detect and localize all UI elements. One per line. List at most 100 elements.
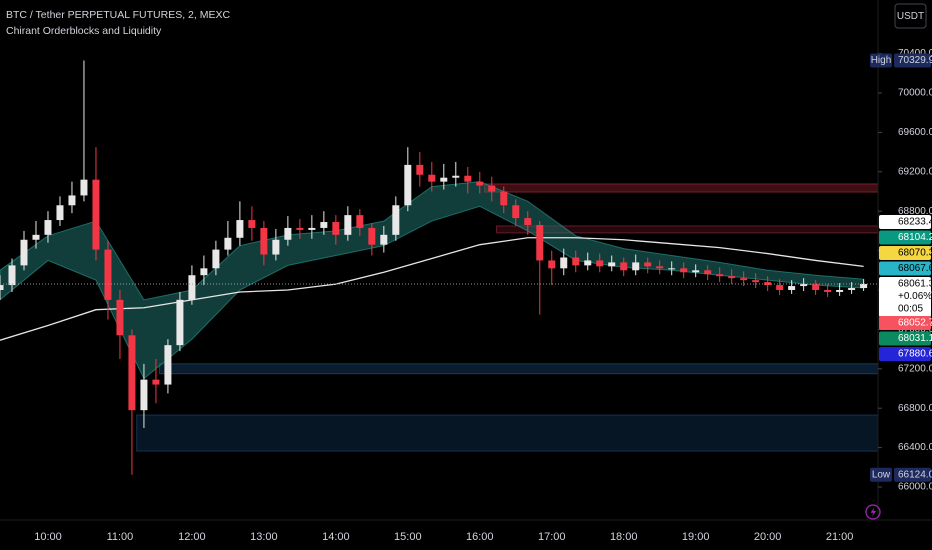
high_label-value: 70329.9: [898, 55, 932, 66]
candle-body: [344, 215, 352, 235]
candle-body: [584, 260, 592, 266]
candle-body: [704, 270, 712, 275]
candle-body: [356, 215, 364, 228]
alert-icon-circle[interactable]: [865, 504, 881, 520]
candle-body: [128, 335, 136, 411]
candle-body: [8, 265, 16, 286]
currency-button[interactable]: USDT: [894, 3, 927, 29]
price-label: 68061.3: [898, 279, 932, 290]
price-label: 68052.7: [898, 318, 932, 329]
candle-body: [248, 220, 256, 228]
candle-body: [668, 268, 676, 270]
order-block-zone: [136, 414, 879, 452]
y-tick-label: 66000.0: [898, 482, 932, 493]
y-tick-label: 66400.0: [898, 442, 932, 453]
x-tick-label: 12:00: [178, 531, 206, 543]
price-change: +0.06%: [898, 291, 932, 302]
price-label-box: [879, 230, 931, 245]
candle-body: [20, 239, 28, 266]
price-label: 68067.6: [898, 263, 932, 274]
candle-body: [164, 345, 172, 385]
alert-icon[interactable]: [865, 504, 881, 520]
order-block-zone: [159, 363, 879, 375]
currency-button-box[interactable]: [894, 3, 927, 29]
candle-body: [560, 257, 568, 269]
candle-body: [512, 205, 520, 219]
candle-body: [776, 285, 784, 290]
candle-body: [152, 379, 160, 385]
low_label-tag-box: [870, 467, 892, 482]
candle-body: [116, 299, 124, 336]
candle-body: [452, 175, 460, 178]
order-block-zone: [484, 183, 879, 193]
candle-body: [824, 289, 832, 292]
candle-body: [632, 262, 640, 271]
price-axis: 66000.066400.066800.067200.067600.068000…: [870, 48, 932, 493]
candle-body: [212, 249, 220, 269]
candle-body: [32, 234, 40, 240]
candle-body: [860, 283, 868, 289]
low_label-value-box: [894, 467, 931, 482]
candle-body: [848, 288, 856, 290]
candle-body: [464, 175, 472, 182]
candle-body: [368, 227, 376, 245]
price-label-box: [879, 214, 931, 229]
candle-body: [284, 227, 292, 240]
x-tick-label: 13:00: [250, 531, 278, 543]
candle-body: [176, 299, 184, 346]
candle-body: [836, 289, 844, 292]
candle-body: [188, 275, 196, 300]
y-tick-label: 69600.0: [898, 127, 932, 138]
candle-body: [752, 280, 760, 283]
candle-body: [656, 266, 664, 269]
candle-body: [644, 262, 652, 267]
candle-body: [68, 195, 76, 206]
y-tick-label: 70000.0: [898, 88, 932, 99]
price-label: 68104.2: [898, 232, 932, 243]
candle-body: [764, 282, 772, 286]
y-tick-label: 69200.0: [898, 166, 932, 177]
candle-body: [104, 249, 112, 300]
candle-body: [608, 262, 616, 267]
candle-body: [80, 179, 88, 196]
y-tick-label: 67200.0: [898, 363, 932, 374]
candle-body: [392, 205, 400, 235]
candle-body: [500, 191, 508, 206]
candle-body: [404, 164, 412, 206]
candle-body: [56, 205, 64, 221]
price-label-box: [879, 245, 931, 260]
candle-body: [332, 222, 340, 235]
candle-body: [140, 379, 148, 411]
currency-button-label[interactable]: USDT: [897, 11, 924, 22]
price-label: 68031.1: [898, 333, 932, 344]
low_label-value: 66124.0: [898, 469, 932, 480]
alert-icon-bolt[interactable]: [870, 507, 877, 517]
y-tick-label: 66800.0: [898, 403, 932, 414]
candle-body: [692, 270, 700, 273]
price-label-box: [879, 276, 931, 317]
candle-body: [596, 260, 604, 267]
candle-body: [272, 239, 280, 255]
x-tick-label: 21:00: [826, 531, 854, 543]
x-tick-label: 14:00: [322, 531, 350, 543]
candle-body: [380, 234, 388, 245]
chart-title: BTC / Tether PERPETUAL FUTURES, 2, MEXC: [6, 9, 230, 21]
high_label-tag-name: High: [871, 55, 892, 66]
candle-body: [740, 278, 748, 281]
price-label-box: [879, 261, 931, 276]
candle-body: [536, 224, 544, 261]
candle-body: [92, 179, 100, 250]
candle-body: [728, 276, 736, 279]
candle-body: [572, 257, 580, 266]
candle-body: [476, 181, 484, 186]
candle-body: [44, 220, 52, 235]
candle-body: [428, 174, 436, 182]
candle-body: [488, 185, 496, 192]
low_label-tag-name: Low: [872, 469, 891, 480]
x-tick-label: 10:00: [34, 531, 62, 543]
candle-body: [0, 285, 4, 290]
candle-body: [620, 262, 628, 271]
candle-body: [716, 274, 724, 277]
price-label-box: [879, 346, 931, 361]
